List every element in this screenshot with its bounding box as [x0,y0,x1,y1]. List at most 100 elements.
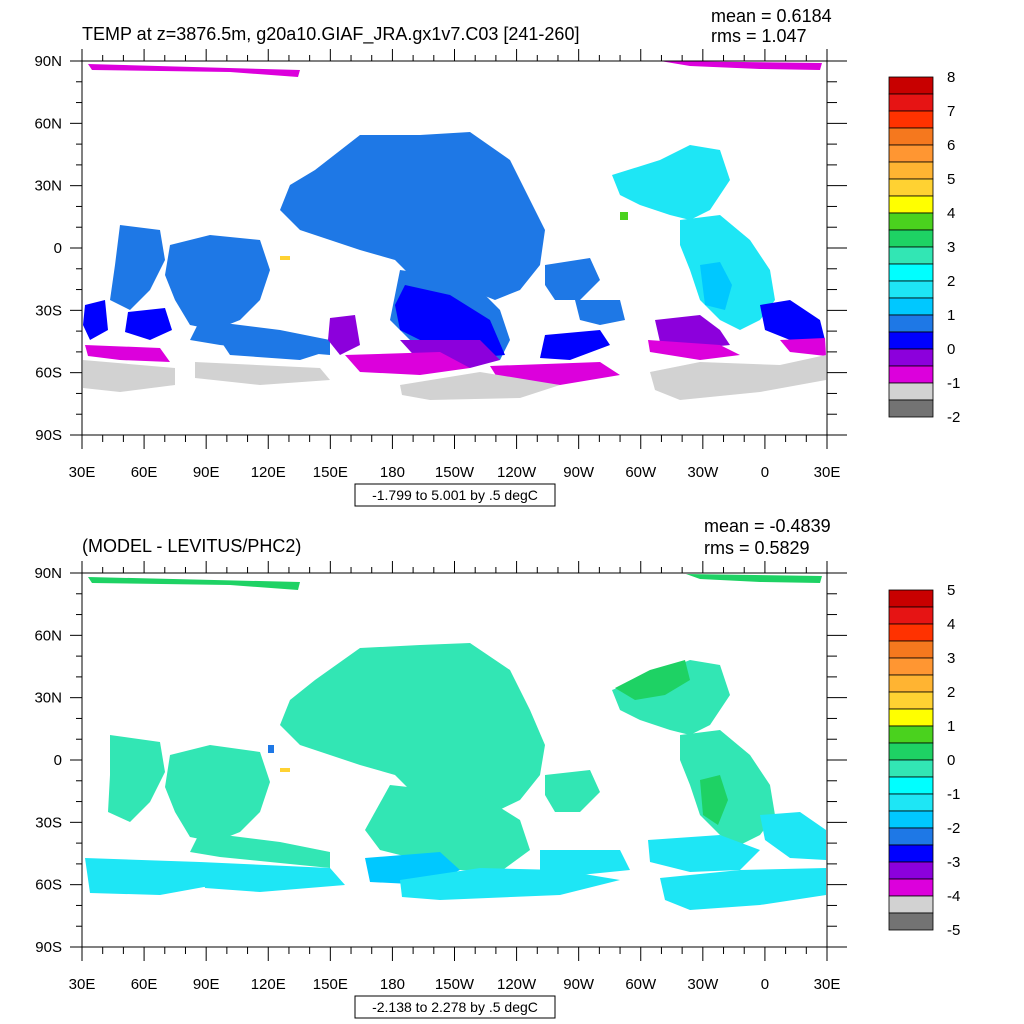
x-tick-label: 90E [193,976,220,993]
field-atlantic [680,215,775,330]
colorbar-swatch [888,674,934,693]
colorbar-swatch [888,878,934,897]
x-tick-label: 180 [380,976,405,993]
colorbar-swatch [888,195,934,214]
x-tick-label: 150E [313,976,348,993]
colorbar-swatch [888,144,934,163]
colorbar-swatch [888,161,934,180]
colorbar: 8 7 6 5 4 3 2 1 0 -1 -2 [888,69,960,426]
x-tick-label: 180 [380,464,405,481]
colorbar-label: -2 [947,409,960,426]
colorbar-swatch [888,759,934,778]
colorbar-swatch [888,725,934,744]
colorbar-swatch [888,640,934,659]
field-southern-purple-2 [328,315,360,355]
field-pacific-south [365,785,530,872]
y-tick-label: 0 [54,752,62,769]
field-southern-deep-2 [760,300,825,340]
y-tick-label: 90N [34,565,62,582]
rms-label: rms = 0.5829 [704,538,810,558]
field-antarctic-grey-3 [400,372,560,400]
y-tick-label: 90S [35,427,62,444]
x-tick-label: 120W [497,976,537,993]
y-tick-label: 60S [35,365,62,382]
mean-label: mean = 0.6184 [711,6,832,26]
y-tick-label: 30N [34,178,62,195]
colorbar-swatch [888,212,934,231]
panel-title: TEMP at z=3876.5m, g20a10.GIAF_JRA.gx1v7… [82,24,579,45]
colorbar-swatch [888,793,934,812]
colorbar-swatch [888,399,934,418]
x-tick-label: 120E [251,976,286,993]
x-tick-label: 120W [497,464,537,481]
colorbar-label: 4 [947,205,955,222]
field-pacific [280,132,545,300]
field-atlantic-green-2 [700,775,728,825]
colorbar-swatch [888,331,934,350]
colorbar-swatch [888,810,934,829]
y-axis: 90N 60N 30N 0 30S 60S 90S [34,565,847,956]
colorbar-swatch [888,589,934,608]
colorbar-label: 0 [947,341,955,358]
x-tick-label: 30W [687,464,719,481]
y-tick-label: 60N [34,627,62,644]
field-southern-magenta-5 [780,338,826,356]
field-antarctic-grey-2 [195,362,330,385]
x-tick-label: 0 [761,464,769,481]
range-box [354,995,556,1019]
y-axis: 90N 60N 30N 0 30S 60S 90S [34,53,847,444]
colorbar-swatch [888,861,934,880]
field-small-blue [268,745,274,753]
field-south-indian [190,832,330,868]
colorbar-swatch [888,912,934,931]
x-axis: 30E 60E 90E 120E 150E 180 150W 120W 90W 60W 30W 0 30… [69,49,840,481]
y-tick-label: 0 [54,240,62,257]
field-southern-purple-1 [655,315,730,348]
field-west-indian [108,735,165,822]
x-tick-label: 120E [251,464,286,481]
colorbar-swatch [888,365,934,384]
field-southern-blue-1 [220,340,325,360]
colorbar-swatch [888,606,934,625]
field-indian [165,745,270,842]
colorbar-label: 3 [947,650,955,667]
arctic-strip-right [686,574,822,583]
colorbar-label: 4 [947,616,955,633]
field-se-pacific [545,770,600,812]
field-se-pacific-2 [575,300,625,325]
panel-top: TEMP at z=3876.5m, g20a10.GIAF_JRA.gx1v7… [34,6,960,507]
colorbar-label: -5 [947,922,960,939]
colorbar: 5 4 3 2 1 0 -1 -2 -3 -4 -5 [888,582,960,939]
x-tick-label: 60W [625,976,657,993]
x-tick-label: 90W [563,464,595,481]
colorbar-label: 2 [947,273,955,290]
field-southern-5 [540,850,630,875]
map-area [83,61,826,400]
field-southern-magenta-4 [85,345,170,362]
colorbar-swatch [888,127,934,146]
colorbar-swatch [888,110,934,129]
colorbar-swatch [888,691,934,710]
colorbar-label: -3 [947,854,960,871]
field-southern-4 [400,868,620,900]
field-southern-7 [660,868,826,910]
field-se-pacific [545,258,600,300]
colorbar-swatch [888,297,934,316]
x-tick-label: 150W [435,464,475,481]
field-atlantic-north [612,660,730,735]
arctic-strip-left [88,64,300,77]
colorbar-label: 2 [947,684,955,701]
colorbar-label: -4 [947,888,960,905]
y-tick-label: 90S [35,939,62,956]
field-atlantic-green [615,660,690,700]
field-small-yellow [280,768,290,772]
x-tick-label: 90E [193,464,220,481]
field-pacific-deep [395,285,505,358]
y-tick-label: 90N [34,53,62,70]
y-tick-label: 60N [34,115,62,132]
field-southern-2 [200,862,345,892]
colorbar-label: 0 [947,752,955,769]
field-pacific [280,643,545,812]
field-antarctic-grey-4 [650,355,826,400]
